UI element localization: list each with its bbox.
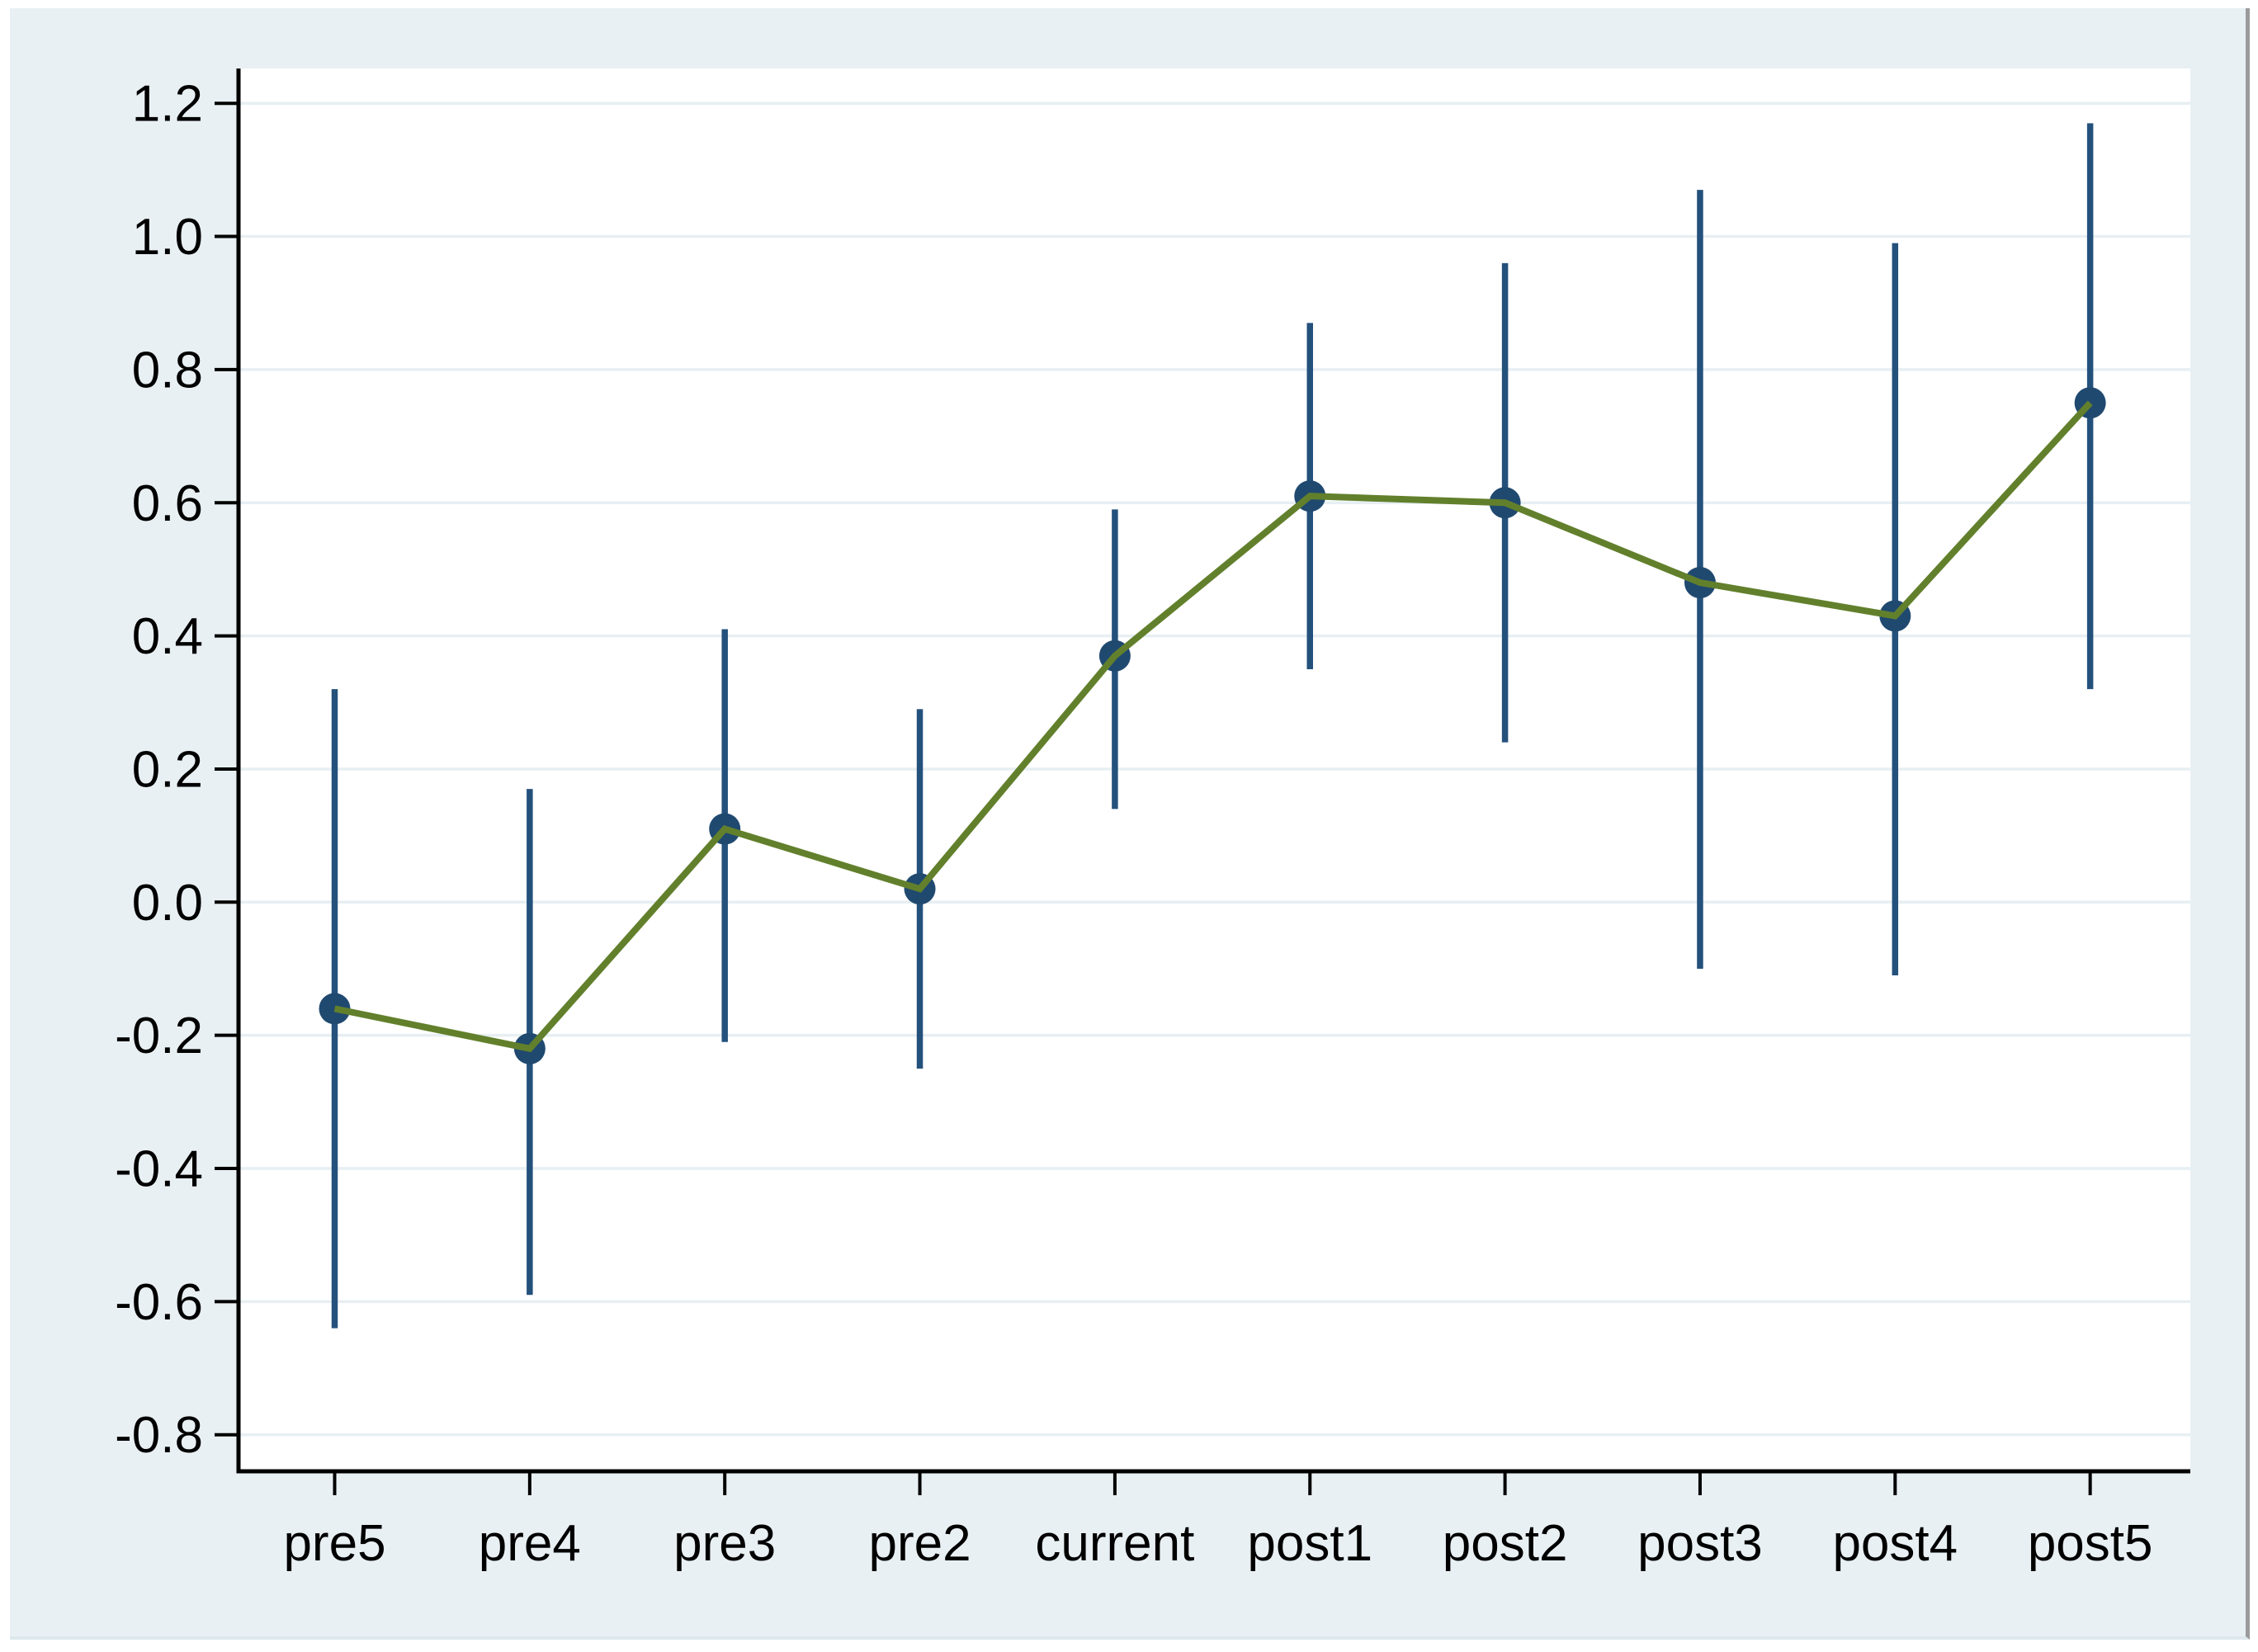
x-tick-label: pre2 (869, 1515, 971, 1572)
series-line (333, 400, 2093, 1053)
x-tick-label: post1 (1247, 1515, 1372, 1572)
x-tick-label: post4 (1832, 1515, 1958, 1572)
x-tick-label: post2 (1443, 1515, 1568, 1572)
y-tick-label: -0.6 (115, 1274, 203, 1331)
x-tick-label: pre4 (479, 1515, 581, 1572)
y-tick-label: 0.6 (132, 475, 203, 532)
x-tick-label: pre3 (673, 1515, 776, 1572)
y-tick-label: -0.4 (115, 1141, 203, 1198)
y-tick-label: -0.8 (115, 1407, 203, 1464)
y-tick-label: 1.0 (132, 209, 203, 266)
y-tick-label: 0.0 (132, 875, 203, 932)
x-tick-label: current (1035, 1515, 1194, 1572)
y-tick-label: 0.2 (132, 741, 203, 798)
x-tick-label: pre5 (283, 1515, 385, 1572)
y-tick-label: 1.2 (132, 76, 203, 133)
y-tick-label: 0.8 (132, 342, 203, 399)
x-tick-label: post3 (1637, 1515, 1763, 1572)
x-tick-label: post5 (2028, 1515, 2153, 1572)
y-tick-label: -0.2 (115, 1008, 203, 1064)
y-tick-label: 0.4 (132, 608, 203, 665)
